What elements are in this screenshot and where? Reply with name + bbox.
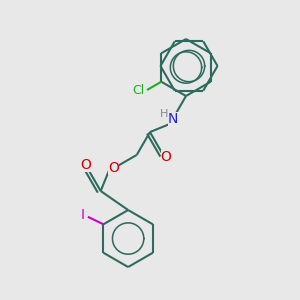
Text: O: O xyxy=(161,150,172,164)
Text: O: O xyxy=(80,158,92,172)
Text: H: H xyxy=(160,110,169,119)
Text: Cl: Cl xyxy=(132,83,145,97)
Text: O: O xyxy=(108,161,119,175)
Text: N: N xyxy=(168,112,178,126)
Text: I: I xyxy=(81,208,85,222)
